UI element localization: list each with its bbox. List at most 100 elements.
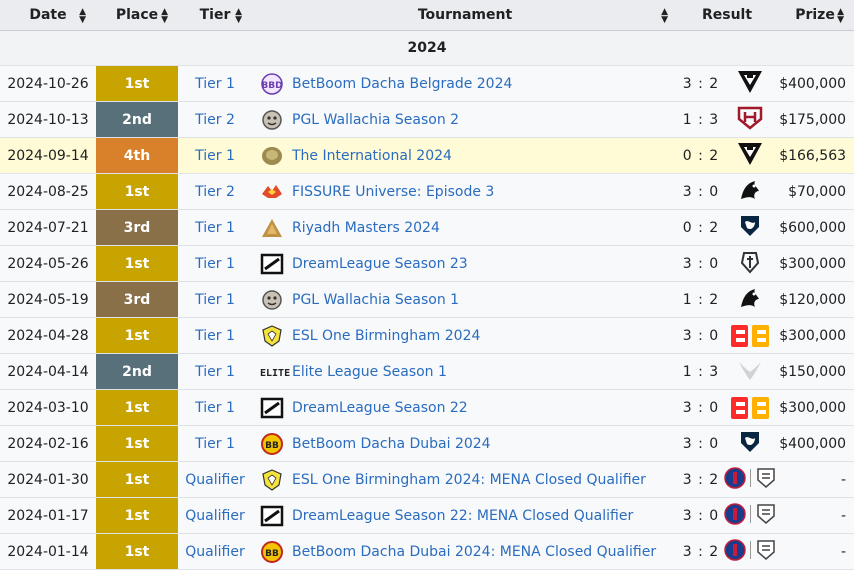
- dreamleague-icon[interactable]: [260, 396, 284, 420]
- tournament-link[interactable]: Elite League Season 1: [292, 363, 447, 380]
- tier-link[interactable]: Tier 1: [178, 389, 252, 426]
- tier-link[interactable]: Tier 1: [178, 137, 252, 174]
- betboom-icon[interactable]: [731, 324, 769, 347]
- tier-link[interactable]: Tier 2: [178, 101, 252, 138]
- dreamleague-icon[interactable]: [260, 252, 284, 276]
- header-date[interactable]: Date ▲ ▼: [0, 0, 96, 31]
- tournament-link[interactable]: BetBoom Dacha Dubai 2024: [292, 435, 491, 452]
- header-tournament[interactable]: Tournament ▲ ▼: [252, 0, 678, 31]
- tournament-link[interactable]: PGL Wallachia Season 2: [292, 111, 460, 128]
- sort-icon[interactable]: ▲ ▼: [161, 7, 168, 25]
- sort-icon[interactable]: ▲ ▼: [661, 7, 668, 25]
- year-row: 2024: [0, 30, 854, 66]
- tournament-link[interactable]: DreamLeague Season 22: [292, 399, 468, 416]
- bbd-icon[interactable]: BBD: [260, 72, 284, 96]
- table-row: 2024-07-21 3rd Tier 1 Riyadh Masters 2024 0 …: [0, 209, 854, 246]
- tier-link[interactable]: Qualifier: [178, 461, 252, 498]
- place-badge: 3rd: [96, 209, 178, 246]
- score-cell: 1 : 3: [678, 101, 724, 138]
- place-badge: 2nd: [96, 353, 178, 390]
- fissure-icon[interactable]: [260, 180, 284, 204]
- elite-icon[interactable]: ELITE: [260, 367, 291, 379]
- date-cell: 2024-03-10: [0, 389, 96, 426]
- tier-link[interactable]: Tier 2: [178, 173, 252, 210]
- tournament-link[interactable]: BetBoom Dacha Belgrade 2024: [292, 75, 513, 92]
- prize-cell: $120,000: [776, 281, 854, 318]
- bbd-dubai-icon[interactable]: BB: [260, 540, 284, 564]
- tournament-link[interactable]: The International 2024: [292, 147, 452, 164]
- place-badge: 1st: [96, 461, 178, 498]
- tier-link[interactable]: Tier 1: [178, 65, 252, 102]
- sort-icon[interactable]: ▲ ▼: [79, 7, 86, 25]
- table-row: 2024-05-26 1st Tier 1 DreamLeague Season 23…: [0, 245, 854, 282]
- score-cell: 1 : 3: [678, 353, 724, 390]
- sort-icon[interactable]: ▲ ▼: [837, 7, 845, 25]
- heroic-icon[interactable]: [736, 105, 764, 135]
- pgl-icon[interactable]: [260, 108, 284, 132]
- tier-link[interactable]: Tier 1: [178, 317, 252, 354]
- team-liquid-icon[interactable]: [737, 429, 763, 459]
- tournament-link[interactable]: DreamLeague Season 22: MENA Closed Quali…: [292, 507, 634, 524]
- psg-quest-icon[interactable]: [724, 502, 776, 529]
- score-cell: 3 : 0: [678, 497, 724, 534]
- esl-icon[interactable]: [260, 468, 284, 492]
- score-cell: 0 : 2: [678, 209, 724, 246]
- tournament-link[interactable]: ESL One Birmingham 2024: [292, 327, 481, 344]
- tournament-link[interactable]: FISSURE Universe: Episode 3: [292, 183, 495, 200]
- tier-link[interactable]: Qualifier: [178, 497, 252, 534]
- tundra-icon[interactable]: [736, 141, 764, 171]
- table-row: 2024-10-13 2nd Tier 2 PGL Wallachia Season …: [0, 101, 854, 138]
- team-liquid-icon[interactable]: [737, 213, 763, 243]
- tier-link[interactable]: Tier 1: [178, 425, 252, 462]
- tier-link[interactable]: Tier 1: [178, 281, 252, 318]
- score-cell: 3 : 2: [678, 533, 724, 570]
- tournament-link[interactable]: BetBoom Dacha Dubai 2024: MENA Closed Qu…: [292, 543, 657, 560]
- date-cell: 2024-01-17: [0, 497, 96, 534]
- table-row: 2024-09-14 4th Tier 1 The International 202…: [0, 137, 854, 174]
- dreamleague-icon[interactable]: [260, 504, 284, 528]
- tournament-link[interactable]: Riyadh Masters 2024: [292, 219, 440, 236]
- opponent-cell: [724, 101, 777, 138]
- tournament-cell: The International 2024: [252, 137, 678, 174]
- header-place[interactable]: Place ▲ ▼: [96, 0, 178, 31]
- tier-link[interactable]: Qualifier: [178, 533, 252, 570]
- tournament-cell: PGL Wallachia Season 2: [252, 101, 678, 138]
- header-tier[interactable]: Tier ▲ ▼: [178, 0, 252, 31]
- tundra-icon[interactable]: [736, 69, 764, 99]
- tournament-link[interactable]: ESL One Birmingham 2024: MENA Closed Qua…: [292, 471, 646, 488]
- header-prize[interactable]: Prize ▲ ▼: [776, 0, 854, 31]
- falcons-icon[interactable]: [735, 358, 765, 386]
- psg-quest-icon[interactable]: [724, 466, 776, 493]
- score-cell: 3 : 0: [678, 425, 724, 462]
- header-row: Date ▲ ▼ Place ▲ ▼ Tier ▲ ▼ Tournament ▲ ▼ Resul…: [0, 0, 854, 31]
- tournament-cell: Riyadh Masters 2024: [252, 209, 678, 246]
- prize-cell: -: [776, 461, 854, 498]
- esl-icon[interactable]: [260, 324, 284, 348]
- prize-cell: $400,000: [776, 65, 854, 102]
- tier-link[interactable]: Tier 1: [178, 245, 252, 282]
- place-badge: 2nd: [96, 101, 178, 138]
- opponent-cell: [724, 389, 777, 426]
- pgl-icon[interactable]: [260, 288, 284, 312]
- tier-link[interactable]: Tier 1: [178, 209, 252, 246]
- tournament-link[interactable]: DreamLeague Season 23: [292, 255, 468, 272]
- tournament-cell: DreamLeague Season 22: MENA Closed Quali…: [252, 497, 678, 534]
- riyadh-icon[interactable]: [260, 216, 284, 240]
- tournament-cell: DreamLeague Season 23: [252, 245, 678, 282]
- score-cell: 3 : 2: [678, 461, 724, 498]
- gaimin-icon[interactable]: [738, 249, 762, 279]
- tournament-link[interactable]: PGL Wallachia Season 1: [292, 291, 460, 308]
- team-spirit-icon[interactable]: [737, 177, 763, 207]
- sort-icon[interactable]: ▲ ▼: [235, 7, 242, 25]
- table-row: 2024-03-10 1st Tier 1 DreamLeague Season 22…: [0, 389, 854, 426]
- aegis-icon[interactable]: [260, 144, 284, 168]
- header-result: Result: [678, 0, 777, 31]
- team-spirit-icon[interactable]: [737, 285, 763, 315]
- bbd-dubai-icon[interactable]: BB: [260, 432, 284, 456]
- table-row: 2024-02-16 1st Tier 1 BB BetBoom Dacha Dubai…: [0, 425, 854, 462]
- date-cell: 2024-04-28: [0, 317, 96, 354]
- betboom-icon[interactable]: [731, 396, 769, 419]
- tier-link[interactable]: Tier 1: [178, 353, 252, 390]
- psg-quest-icon[interactable]: [724, 538, 776, 565]
- place-badge: 1st: [96, 173, 178, 210]
